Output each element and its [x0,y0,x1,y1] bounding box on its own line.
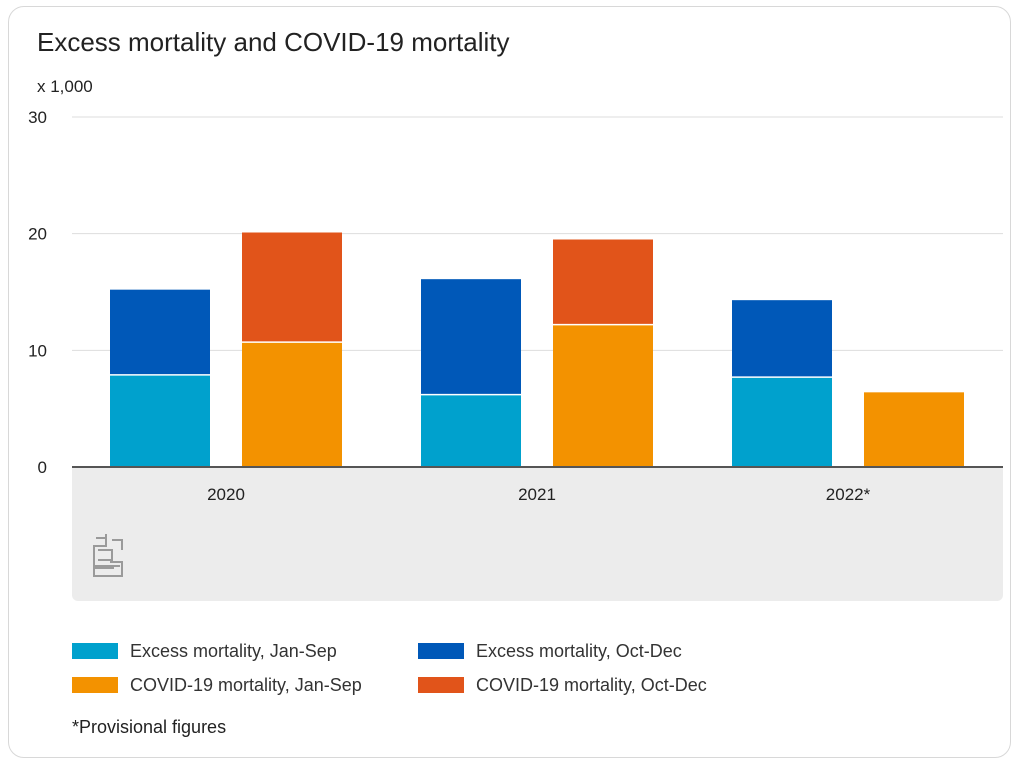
y-tick-label: 10 [28,341,47,360]
x-axis-panel-top [72,467,1003,477]
legend-label: Excess mortality, Oct-Dec [476,640,682,661]
legend-item: Excess mortality, Jan-Sep [72,640,337,662]
bar-segment [864,392,964,467]
cbs-logo-icon [93,534,123,577]
legend-label: Excess mortality, Jan-Sep [130,640,337,661]
legend-swatch [72,643,118,659]
x-tick-label: 2021 [518,485,556,504]
y-tick-label: 0 [38,458,47,477]
x-tick-label: 2020 [207,485,245,504]
x-tick-label: 2022* [826,485,871,504]
legend-item: COVID-19 mortality, Jan-Sep [72,674,362,696]
chart-title: Excess mortality and COVID-19 mortality [37,27,510,57]
legend-label: COVID-19 mortality, Oct-Dec [476,674,707,695]
y-axis-unit-label: x 1,000 [37,77,93,96]
bar-segment [553,324,653,467]
bar-segment [242,232,342,343]
y-tick-label: 30 [28,108,47,127]
bar-segment [110,374,210,467]
bar-segment [732,377,832,467]
bar-segment [553,239,653,325]
bar-segment [421,394,521,467]
bar-segment [110,289,210,375]
x-axis-panel [72,467,1003,601]
bar-segment [421,279,521,395]
y-tick-label: 20 [28,225,47,244]
bar-segment [732,300,832,378]
legend-swatch [418,643,464,659]
chart-footnote: *Provisional figures [72,717,227,737]
legend-item: Excess mortality, Oct-Dec [418,640,682,662]
legend-label: COVID-19 mortality, Jan-Sep [130,674,362,695]
bar-segment [242,342,342,467]
legend-swatch [418,677,464,693]
legend-swatch [72,677,118,693]
legend-item: COVID-19 mortality, Oct-Dec [418,674,707,696]
